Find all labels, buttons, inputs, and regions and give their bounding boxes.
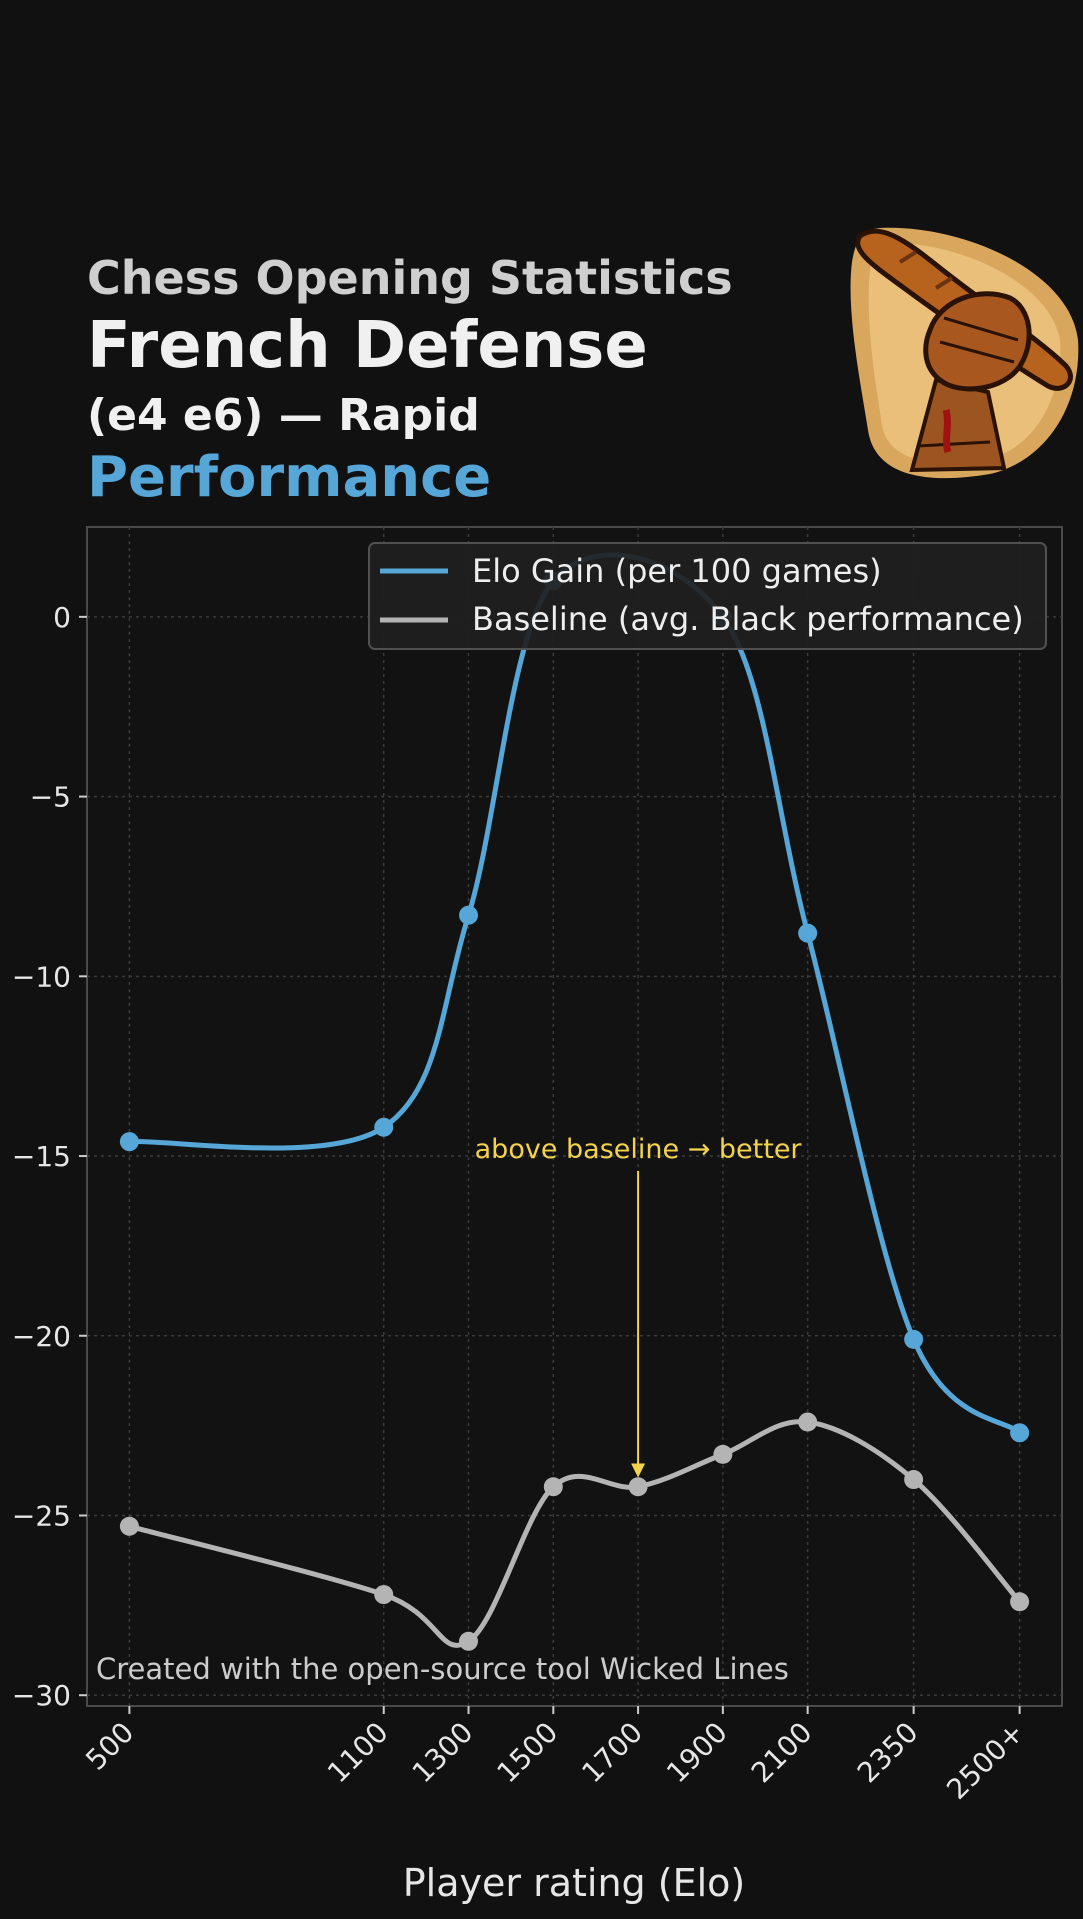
baseline-point bbox=[713, 1444, 733, 1464]
elo-gain-point bbox=[119, 1132, 139, 1152]
baseline-point bbox=[798, 1412, 818, 1432]
legend: Elo Gain (per 100 games) Baseline (avg. … bbox=[368, 542, 1047, 650]
baseline-point bbox=[459, 1631, 479, 1651]
elo-gain-point bbox=[374, 1117, 394, 1137]
annotation-arrow-head bbox=[631, 1463, 646, 1478]
elo-gain-point bbox=[798, 923, 818, 943]
x-tick-label: 1900 bbox=[660, 1716, 734, 1790]
baseline-point bbox=[374, 1585, 394, 1605]
y-tick-label: −5 bbox=[30, 781, 71, 814]
y-tick-label: −20 bbox=[12, 1320, 71, 1353]
legend-box bbox=[368, 542, 1047, 650]
x-tick-label: 2500+ bbox=[940, 1716, 1030, 1806]
elo-gain-point bbox=[459, 905, 479, 925]
chart-metric-title: Performance bbox=[87, 445, 491, 510]
y-tick-label: 0 bbox=[53, 601, 71, 634]
baseline-point bbox=[543, 1477, 563, 1497]
chart-subtitle: (e4 e6) — Rapid bbox=[87, 390, 480, 441]
annotation-text: above baseline → better bbox=[475, 1134, 803, 1165]
x-tick-label: 1100 bbox=[321, 1716, 395, 1790]
x-tick-label: 500 bbox=[79, 1716, 140, 1777]
elo-gain-point bbox=[1010, 1423, 1030, 1443]
x-tick-label: 2100 bbox=[745, 1716, 819, 1790]
y-tick-label: −10 bbox=[12, 960, 71, 993]
y-tick-label: −25 bbox=[12, 1499, 71, 1532]
plot-area bbox=[86, 526, 1063, 1707]
elo-gain-point bbox=[904, 1329, 924, 1349]
baseline-point bbox=[904, 1470, 924, 1490]
x-tick-label: 1700 bbox=[575, 1716, 649, 1790]
x-axis-label: Player rating (Elo) bbox=[403, 1861, 745, 1905]
legend-label-baseline: Baseline (avg. Black performance) bbox=[472, 600, 1024, 638]
annotation: above baseline → better bbox=[475, 1134, 803, 1478]
baseline-point bbox=[628, 1477, 648, 1497]
y-tick-label: −15 bbox=[12, 1140, 71, 1173]
x-tick-label: 2350 bbox=[851, 1716, 925, 1790]
baseline-point bbox=[1010, 1592, 1030, 1612]
y-tick-label: −30 bbox=[12, 1679, 71, 1712]
x-tick-label: 1300 bbox=[406, 1716, 480, 1790]
chart-title: French Defense bbox=[87, 309, 648, 383]
x-tick-label: 1500 bbox=[491, 1716, 565, 1790]
baseline-point bbox=[119, 1516, 139, 1536]
grid bbox=[87, 527, 1062, 1706]
credit-text: Created with the open-source tool Wicked… bbox=[96, 1652, 789, 1686]
chart-supertitle: Chess Opening Statistics bbox=[87, 251, 733, 305]
fist-holding-baguette-icon bbox=[850, 227, 1079, 479]
legend-label-elo-gain: Elo Gain (per 100 games) bbox=[472, 552, 882, 590]
